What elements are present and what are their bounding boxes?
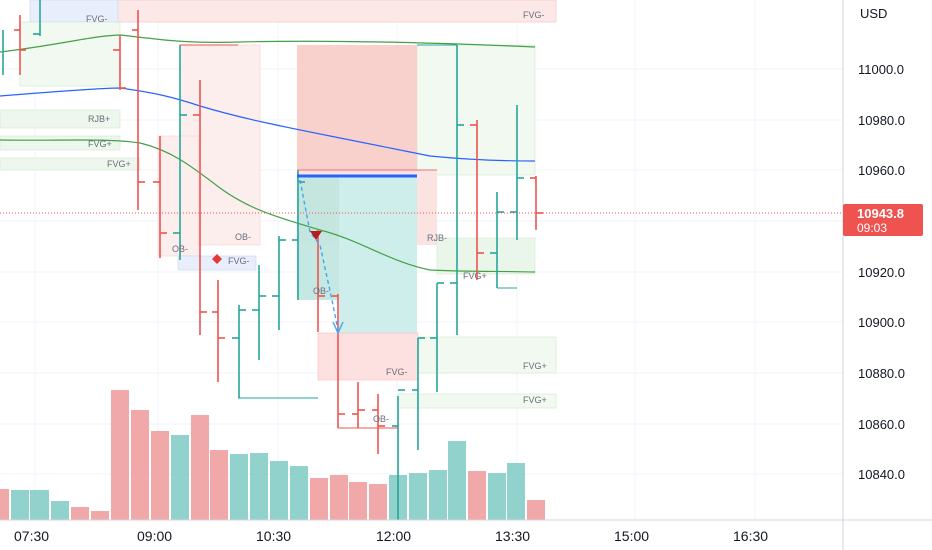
price-axis[interactable]: 11000.0 10980.0 10960.0 10920.0 10900.0 …: [858, 62, 905, 482]
fvg-plus-low-zone-1: [417, 336, 557, 374]
time-tick: 09:00: [137, 528, 172, 544]
green-zone-right: [416, 44, 536, 176]
teal-zone-mid: [339, 175, 417, 333]
volume-bars: [0, 390, 545, 520]
svg-text:FVG-: FVG-: [86, 14, 108, 24]
time-tick: 15:00: [614, 528, 649, 544]
last-price-value: 10943.8: [857, 206, 904, 221]
rjb-zone: [0, 109, 121, 129]
price-tick: 10860.0: [858, 417, 905, 432]
svg-text:FVG-: FVG-: [228, 256, 250, 266]
svg-text:RJB+: RJB+: [88, 114, 110, 124]
ma-green-lower: [0, 139, 536, 273]
sell-marker-icon: [310, 231, 322, 240]
time-tick: 13:30: [495, 528, 530, 544]
price-tick: 10980.0: [858, 113, 905, 128]
last-price-tag: 10943.8 09:03: [843, 204, 923, 236]
green-zone-top-left: [19, 21, 121, 87]
time-axis[interactable]: 07:30 09:00 10:30 12:00 13:30 15:00 16:3…: [14, 528, 768, 544]
fvg-plus-zone-2: [0, 157, 141, 171]
svg-text:FVG-: FVG-: [523, 10, 545, 20]
moving-averages: [0, 34, 536, 273]
price-tick: 10840.0: [858, 467, 905, 482]
price-tick: 10900.0: [858, 315, 905, 330]
ob-zone-2: [157, 135, 199, 257]
candles: [2, 0, 543, 520]
diamond-marker-icon: [212, 254, 222, 264]
fvg-zone-top: [99, 0, 557, 23]
time-tick: 07:30: [14, 528, 49, 544]
zone-labels: FVG- FVG- RJB+ FVG+ FVG+ OB- OB- FVG- RJ…: [86, 10, 547, 424]
level-lines: [0, 44, 843, 429]
time-tick: 12:00: [376, 528, 411, 544]
trade-arrow: [212, 179, 344, 335]
svg-text:FVG+: FVG+: [463, 271, 487, 281]
fvg-plus-right-zone: [436, 237, 536, 275]
bar-countdown: 09:03: [857, 221, 888, 235]
red-zone-mid-top: [297, 45, 417, 170]
ma-blue: [0, 87, 536, 162]
svg-text:RJB-: RJB-: [427, 233, 447, 243]
price-tick: 10880.0: [858, 366, 905, 381]
svg-text:FVG-: FVG-: [386, 367, 408, 377]
svg-text:FVG+: FVG+: [523, 361, 547, 371]
time-tick: 16:30: [733, 528, 768, 544]
svg-text:FVG+: FVG+: [107, 159, 131, 169]
ma-green-upper: [0, 34, 536, 53]
time-tick: 10:30: [256, 528, 291, 544]
svg-text:OB-: OB-: [235, 232, 251, 242]
svg-text:OB-: OB-: [373, 414, 389, 424]
ob-minus-low-zone: [317, 332, 419, 381]
price-tick: 10960.0: [858, 163, 905, 178]
price-tick: 10920.0: [858, 265, 905, 280]
price-tick: 11000.0: [858, 62, 904, 77]
svg-text:FVG+: FVG+: [88, 139, 112, 149]
svg-text:OB-: OB-: [313, 286, 329, 296]
svg-text:FVG+: FVG+: [523, 395, 547, 405]
currency-label[interactable]: USD: [860, 6, 888, 21]
zones: [0, 0, 557, 409]
svg-text:OB-: OB-: [172, 244, 188, 254]
